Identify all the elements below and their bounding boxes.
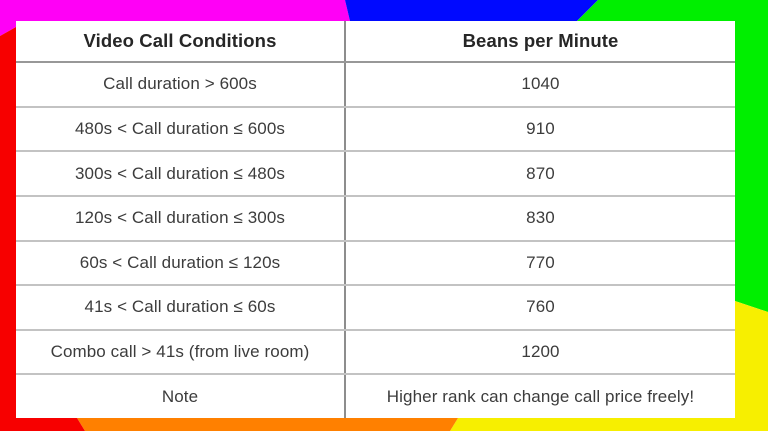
condition-cell: Combo call > 41s (from live room) [16,330,346,374]
frame-red-segment [0,27,85,431]
frame-magenta-segment [0,0,350,36]
header-beans: Beans per Minute [462,30,619,51]
note-label-cell: Note [16,375,346,418]
condition-cell: 41s < Call duration ≤ 60s [16,286,346,329]
beans-cell: 1040 [521,74,560,94]
condition-cell: 300s < Call duration ≤ 480s [16,152,346,195]
condition-cell: Call duration > 600s [16,63,346,106]
frame-yellow-segment [450,301,768,431]
table-row: Combo call > 41s (from live room) 1200 [16,328,735,374]
frame-orange-segment [77,418,458,431]
table-header-row: Video Call Conditions Beans per Minute [16,21,735,61]
beans-cell: 910 [526,118,555,138]
beans-cell: 870 [526,163,555,183]
beans-cell: 830 [526,208,555,228]
beans-cell: 1200 [521,342,560,362]
table-row: Call duration > 600s 1040 [16,61,735,106]
table-row: 120s < Call duration ≤ 300s 830 [16,194,735,240]
table-row: 41s < Call duration ≤ 60s 760 [16,284,735,329]
table-row: 300s < Call duration ≤ 480s 870 [16,150,735,195]
table-row: 60s < Call duration ≤ 120s 770 [16,239,735,285]
frame-blue-segment [345,0,598,21]
beans-cell: 760 [526,297,555,317]
table-row-note: Note Higher rank can change call price f… [16,373,735,418]
table-row: 480s < Call duration ≤ 600s 910 [16,105,735,151]
pricing-table: Video Call Conditions Beans per Minute C… [16,21,735,418]
condition-cell: 480s < Call duration ≤ 600s [16,107,346,151]
condition-cell: 60s < Call duration ≤ 120s [16,241,346,285]
header-conditions: Video Call Conditions [16,21,346,61]
note-text-cell: Higher rank can change call price freely… [386,386,695,406]
frame-green-segment [577,0,768,312]
beans-cell: 770 [526,252,555,272]
condition-cell: 120s < Call duration ≤ 300s [16,196,346,240]
